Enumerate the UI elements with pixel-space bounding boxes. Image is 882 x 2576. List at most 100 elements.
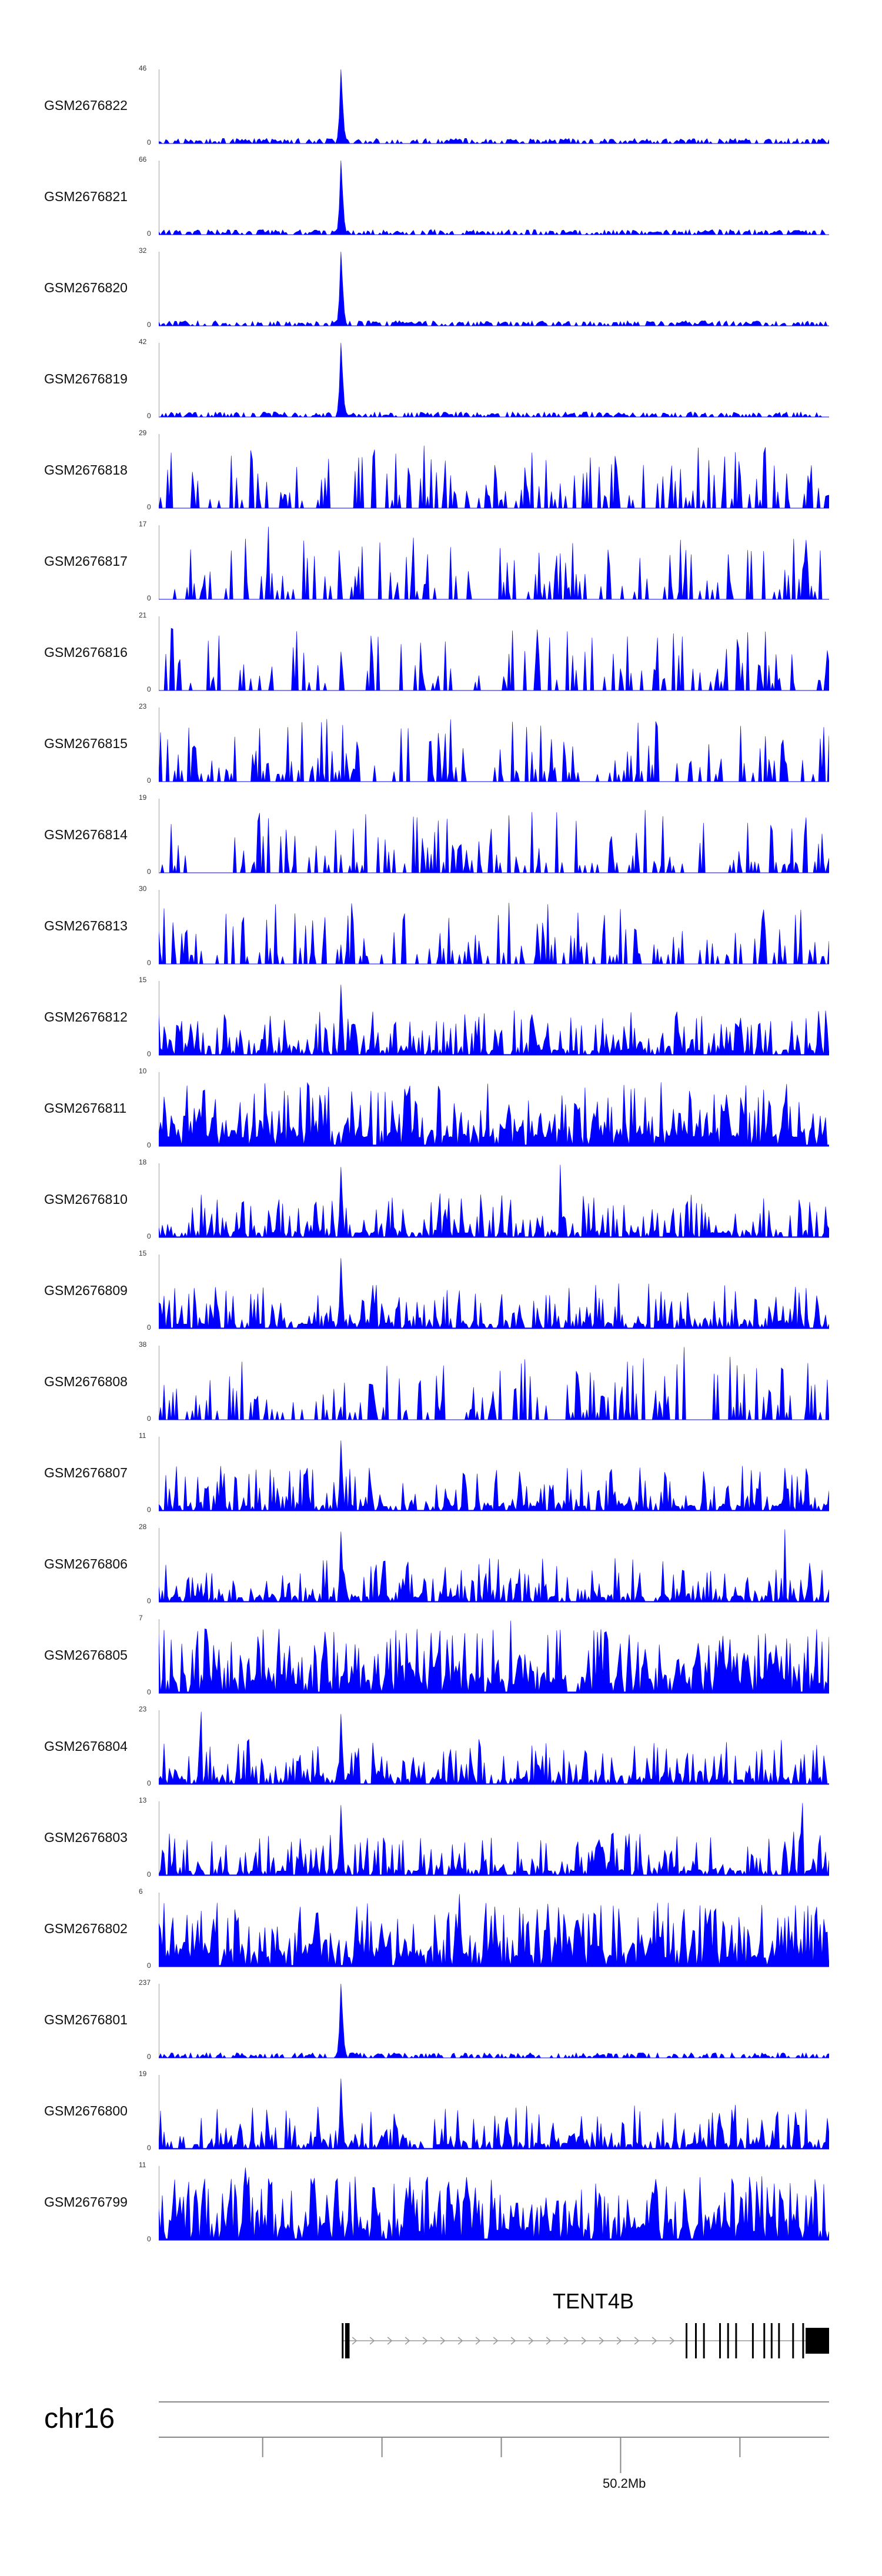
track-label: GSM2676820: [44, 280, 128, 295]
coverage-track: [159, 160, 829, 235]
coverage-area: [159, 1440, 829, 1511]
coverage-area: [159, 1894, 829, 1967]
strand-arrow: [369, 2337, 375, 2345]
strand-arrow: [652, 2337, 657, 2345]
coverage-area: [159, 69, 829, 144]
track-scale-max: 23: [139, 702, 147, 710]
track-label: GSM2676800: [44, 2103, 128, 2118]
track-label: GSM2676801: [44, 2012, 128, 2027]
strand-arrow: [457, 2337, 463, 2345]
gene-exon: [778, 2323, 780, 2358]
strand-arrow: [581, 2337, 587, 2345]
gene-exon: [792, 2323, 794, 2358]
coverage-track: [159, 799, 829, 873]
coverage-area: [159, 526, 829, 600]
coverage-track: [159, 342, 829, 418]
coverage-area: [159, 2078, 829, 2150]
track-scale-min: 0: [147, 1597, 151, 1605]
track-scale-max: 19: [139, 793, 147, 802]
strand-arrow: [669, 2337, 675, 2345]
track-label: GSM2676810: [44, 1192, 128, 1207]
track-label: GSM2676809: [44, 1283, 128, 1298]
gene-exon: [763, 2323, 766, 2358]
track-scale-min: 0: [147, 1688, 151, 1696]
gene-exon: [686, 2323, 688, 2358]
track-scale-min: 0: [147, 776, 151, 785]
strand-arrow: [352, 2337, 358, 2345]
track-scale-max: 7: [139, 1614, 143, 1622]
gene-utr-block: [806, 2328, 829, 2354]
track-scale-min: 0: [147, 959, 151, 967]
track-scale-min: 0: [147, 685, 151, 693]
coverage-area: [159, 903, 829, 965]
coverage-track: [159, 616, 829, 691]
gene-exon: [735, 2323, 737, 2358]
track-scale-min: 0: [147, 321, 151, 329]
track-label: GSM2676817: [44, 553, 128, 569]
coverage-track: [159, 1983, 829, 2058]
coverage-track: [159, 1163, 829, 1238]
track-scale-min: 0: [147, 1414, 151, 1423]
track-scale-max: 38: [139, 1340, 147, 1349]
coverage-area: [159, 719, 829, 782]
coverage-area: [159, 251, 829, 326]
track-scale-min: 0: [147, 138, 151, 146]
track-label: GSM2676804: [44, 1739, 128, 1754]
coverage-track: [159, 1254, 829, 1329]
gene-exon: [348, 2323, 350, 2358]
strand-arrow: [528, 2337, 534, 2345]
gene-exon: [703, 2323, 705, 2358]
coverage-track: [159, 251, 829, 326]
coverage-track: [159, 1528, 829, 1603]
coverage-area: [159, 1983, 829, 2058]
strand-arrow: [599, 2337, 604, 2345]
track-scale-max: 6: [139, 1887, 143, 1896]
track-scale-min: 0: [147, 412, 151, 420]
coverage-track: [159, 1619, 829, 1694]
genomic-axis: [159, 2401, 829, 2473]
track-scale-min: 0: [147, 1141, 151, 1149]
coverage-area: [159, 160, 829, 235]
coverage-track: [159, 1437, 829, 1511]
track-scale-max: 11: [139, 1432, 146, 1440]
track-label: GSM2676813: [44, 918, 128, 933]
track-scale-max: 23: [139, 1705, 147, 1713]
strand-arrow: [422, 2337, 428, 2345]
coverage-area: [159, 1803, 829, 1876]
track-scale-max: 46: [139, 64, 147, 72]
track-label: GSM2676815: [44, 736, 128, 751]
track-label: GSM2676799: [44, 2194, 128, 2210]
track-scale-min: 0: [147, 1232, 151, 1240]
gene-exon: [345, 2323, 349, 2358]
strand-arrow: [510, 2337, 516, 2345]
strand-arrow: [546, 2337, 552, 2345]
gene-exon: [751, 2323, 754, 2358]
track-label: GSM2676812: [44, 1009, 128, 1025]
gene-exon: [770, 2323, 773, 2358]
gene-model: [342, 2323, 829, 2358]
track-scale-max: 15: [139, 976, 147, 984]
track-scale-max: 42: [139, 338, 147, 346]
track-scale-max: 30: [139, 885, 147, 893]
coverage-area: [159, 628, 829, 691]
coverage-track: [159, 525, 829, 600]
track-scale-min: 0: [147, 2053, 151, 2061]
track-label: GSM2676814: [44, 827, 128, 842]
strand-arrow: [493, 2337, 499, 2345]
coverage-area: [159, 445, 829, 509]
coverage-track: [159, 981, 829, 1056]
coverage-area: [159, 1164, 829, 1238]
track-scale-min: 0: [147, 867, 151, 876]
track-label: GSM2676819: [44, 371, 128, 386]
track-scale-max: 21: [139, 611, 147, 619]
coverage-track: [159, 2075, 829, 2150]
coverage-area: [159, 2167, 829, 2241]
track-label: GSM2676802: [44, 1921, 128, 1936]
track-scale-max: 66: [139, 155, 147, 163]
track-scale-max: 19: [139, 2070, 147, 2078]
strand-arrow: [387, 2337, 393, 2345]
track-label: GSM2676806: [44, 1556, 128, 1571]
track-scale-min: 0: [147, 2235, 151, 2243]
track-label: GSM2676818: [44, 462, 128, 478]
